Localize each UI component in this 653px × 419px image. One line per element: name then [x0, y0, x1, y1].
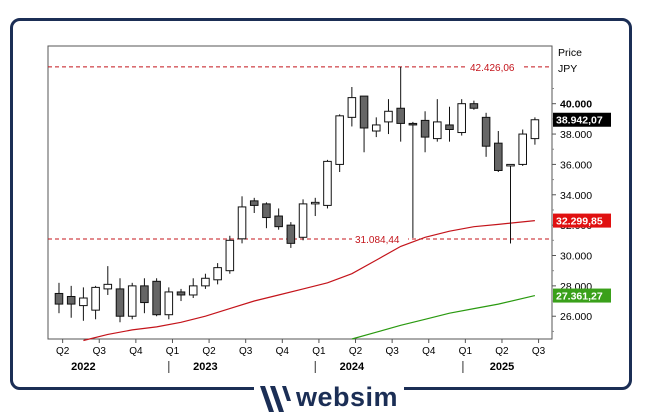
last-price-tag-bg: [553, 112, 611, 127]
x-quarter-label: Q3: [93, 346, 107, 357]
currency-label: JPY: [558, 63, 577, 75]
candle-body: [298, 203, 308, 238]
y-tick-label: 38.000: [560, 129, 592, 141]
candle-body: [152, 280, 161, 316]
candle-body: [481, 116, 491, 147]
x-quarter-label: Q2: [202, 346, 216, 357]
candle-body: [225, 239, 235, 272]
x-quarter-label: Q3: [532, 346, 546, 357]
candle-body: [54, 292, 64, 305]
x-quarter-label: Q1: [459, 346, 473, 357]
candle-body: [249, 200, 259, 206]
x-year-label: 2025: [490, 361, 514, 373]
candle-body: [237, 206, 247, 240]
x-quarter-label: Q1: [312, 346, 326, 357]
x-quarter-label: Q2: [495, 346, 509, 357]
last-price-tag: 38.942,07: [556, 115, 603, 127]
y-tick-label: 36.000: [560, 159, 592, 171]
moving-average-line: [351, 295, 536, 340]
candle-body: [408, 122, 418, 126]
candle-body: [103, 283, 113, 290]
y-tick-label: 30.000: [560, 251, 592, 263]
candle-body: [164, 291, 174, 316]
candle-body: [213, 267, 222, 281]
x-year-label: 2022: [71, 361, 95, 373]
reference-label-bg: [352, 232, 408, 246]
candle-body: [335, 115, 344, 165]
x-quarter-label: Q1: [166, 346, 180, 357]
reference-label: 31.084,44: [355, 235, 400, 246]
axis-title: Price: [558, 47, 582, 59]
candle-body: [66, 295, 76, 305]
x-quarter-label: Q2: [349, 346, 363, 357]
y-tick-label: 40.000: [560, 99, 592, 111]
candle-body: [274, 215, 283, 228]
candle-body: [176, 291, 186, 296]
ma-value-tag: 32.299,85: [556, 216, 603, 228]
candle-body: [433, 121, 442, 140]
websim-logo: websim: [254, 381, 404, 415]
reference-label: 42.426,06: [470, 63, 515, 74]
ma-value-tag-bg: [553, 288, 611, 303]
moving-average-line: [83, 220, 535, 342]
plot-area: [47, 45, 553, 340]
candle-body: [262, 203, 271, 219]
candle-body: [91, 286, 100, 311]
candle-body: [445, 124, 454, 130]
x-year-label: 2024: [340, 361, 365, 373]
y-tick-label: 26.000: [560, 311, 592, 323]
x-quarter-label: Q2: [56, 346, 70, 357]
candle-body: [457, 103, 466, 134]
candle-body: [420, 119, 430, 138]
websim-logo-mark-icon: [260, 386, 291, 412]
candle-body: [371, 124, 381, 132]
candle-body: [359, 95, 369, 129]
candle-body: [79, 297, 88, 307]
candle-body: [396, 107, 405, 124]
x-year-label: 2023: [193, 361, 217, 373]
candle-body: [530, 119, 540, 140]
ma-value-tag: 27.361,27: [556, 291, 603, 303]
x-quarter-label: Q3: [239, 346, 253, 357]
candle-body: [384, 110, 393, 123]
candle-body: [323, 160, 332, 206]
candle-body: [469, 103, 479, 109]
candle-body: [518, 133, 527, 165]
reference-label-bg: [467, 59, 523, 73]
candle-body: [310, 201, 320, 205]
y-tick-label: 34.000: [560, 190, 592, 202]
chart-frame: [10, 18, 632, 390]
ma-value-tag-bg: [553, 213, 611, 228]
x-quarter-label: Q4: [276, 346, 290, 357]
candle-body: [506, 163, 515, 167]
candle-body: [494, 142, 503, 171]
x-quarter-label: Q3: [385, 346, 399, 357]
candle-body: [127, 285, 137, 317]
x-quarter-label: Q4: [422, 346, 436, 357]
candle-body: [286, 224, 296, 244]
x-quarter-label: Q4: [129, 346, 143, 357]
candle-body: [140, 285, 149, 304]
websim-logo-text: websim: [296, 382, 399, 412]
candle-body: [188, 285, 198, 296]
candle-body: [201, 277, 210, 287]
candle-body: [347, 97, 357, 118]
candle-body: [115, 288, 125, 317]
